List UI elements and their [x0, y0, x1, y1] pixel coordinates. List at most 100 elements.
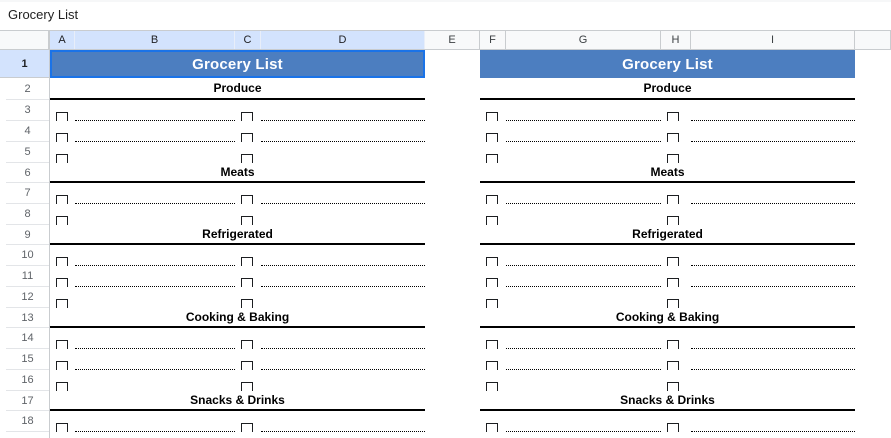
- checkbox[interactable]: [241, 257, 253, 266]
- row-header-18[interactable]: 18: [6, 411, 49, 432]
- row-header-6[interactable]: 6: [6, 163, 49, 183]
- column-header-blank[interactable]: [855, 31, 891, 49]
- row-header-2[interactable]: 2: [6, 78, 49, 100]
- section-header-produce[interactable]: Produce: [50, 78, 425, 100]
- column-header-F[interactable]: F: [480, 31, 506, 49]
- item-cell[interactable]: [506, 245, 661, 266]
- row-header-3[interactable]: 3: [6, 100, 49, 121]
- checkbox[interactable]: [667, 133, 679, 142]
- checkbox[interactable]: [486, 133, 498, 142]
- item-cell[interactable]: [75, 142, 235, 163]
- checkbox[interactable]: [486, 195, 498, 204]
- checkbox[interactable]: [667, 216, 679, 225]
- checkbox[interactable]: [667, 195, 679, 204]
- item-cell[interactable]: [506, 100, 661, 121]
- row-header-7[interactable]: 7: [6, 183, 49, 204]
- item-cell[interactable]: [75, 266, 235, 287]
- item-cell[interactable]: [691, 204, 855, 225]
- item-cell[interactable]: [261, 183, 425, 204]
- item-cell[interactable]: [506, 328, 661, 349]
- section-header-cooking-baking[interactable]: Cooking & Baking: [480, 308, 855, 328]
- checkbox[interactable]: [486, 340, 498, 349]
- select-all-corner[interactable]: [0, 31, 50, 49]
- item-cell[interactable]: [506, 204, 661, 225]
- checkbox[interactable]: [241, 195, 253, 204]
- item-cell[interactable]: [506, 183, 661, 204]
- checkbox[interactable]: [667, 278, 679, 287]
- item-cell[interactable]: [691, 245, 855, 266]
- checkbox[interactable]: [486, 216, 498, 225]
- checkbox[interactable]: [56, 112, 68, 121]
- row-header-9[interactable]: 9: [6, 225, 49, 245]
- item-cell[interactable]: [506, 121, 661, 142]
- item-cell[interactable]: [75, 287, 235, 308]
- section-header-meats[interactable]: Meats: [480, 163, 855, 183]
- column-header-B[interactable]: B: [75, 31, 235, 49]
- row-header-11[interactable]: 11: [6, 266, 49, 287]
- checkbox[interactable]: [667, 382, 679, 391]
- item-cell[interactable]: [691, 411, 855, 432]
- item-cell[interactable]: [261, 370, 425, 391]
- checkbox[interactable]: [667, 154, 679, 163]
- checkbox[interactable]: [486, 299, 498, 308]
- item-cell[interactable]: [691, 370, 855, 391]
- checkbox[interactable]: [56, 154, 68, 163]
- checkbox[interactable]: [56, 278, 68, 287]
- row-header-15[interactable]: 15: [6, 349, 49, 370]
- section-header-snacks-drinks[interactable]: Snacks & Drinks: [50, 391, 425, 411]
- checkbox[interactable]: [241, 154, 253, 163]
- item-cell[interactable]: [506, 411, 661, 432]
- checkbox[interactable]: [667, 361, 679, 370]
- item-cell[interactable]: [261, 142, 425, 163]
- item-cell[interactable]: [261, 100, 425, 121]
- checkbox[interactable]: [486, 112, 498, 121]
- item-cell[interactable]: [75, 183, 235, 204]
- column-header-C[interactable]: C: [235, 31, 261, 49]
- item-cell[interactable]: [506, 266, 661, 287]
- checkbox[interactable]: [241, 382, 253, 391]
- checkbox[interactable]: [486, 382, 498, 391]
- checkbox[interactable]: [667, 340, 679, 349]
- item-cell[interactable]: [691, 349, 855, 370]
- item-cell[interactable]: [75, 370, 235, 391]
- checkbox[interactable]: [486, 257, 498, 266]
- checkbox[interactable]: [667, 299, 679, 308]
- list-title-cell[interactable]: Grocery List: [50, 50, 425, 78]
- item-cell[interactable]: [261, 328, 425, 349]
- item-cell[interactable]: [75, 349, 235, 370]
- section-header-refrigerated[interactable]: Refrigerated: [480, 225, 855, 245]
- item-cell[interactable]: [691, 100, 855, 121]
- row-header-1[interactable]: 1: [0, 50, 49, 78]
- checkbox[interactable]: [486, 278, 498, 287]
- row-header-13[interactable]: 13: [6, 308, 49, 328]
- row-header-10[interactable]: 10: [6, 245, 49, 266]
- checkbox[interactable]: [486, 423, 498, 432]
- item-cell[interactable]: [691, 287, 855, 308]
- column-header-G[interactable]: G: [506, 31, 661, 49]
- item-cell[interactable]: [691, 328, 855, 349]
- column-header-A[interactable]: A: [50, 31, 75, 49]
- item-cell[interactable]: [75, 121, 235, 142]
- checkbox[interactable]: [56, 257, 68, 266]
- checkbox[interactable]: [56, 340, 68, 349]
- item-cell[interactable]: [691, 142, 855, 163]
- checkbox[interactable]: [241, 361, 253, 370]
- row-header-12[interactable]: 12: [6, 287, 49, 308]
- list-title-cell[interactable]: Grocery List: [480, 50, 855, 78]
- section-header-refrigerated[interactable]: Refrigerated: [50, 225, 425, 245]
- checkbox[interactable]: [486, 361, 498, 370]
- row-header-8[interactable]: 8: [6, 204, 49, 225]
- item-cell[interactable]: [261, 121, 425, 142]
- column-header-H[interactable]: H: [661, 31, 691, 49]
- checkbox[interactable]: [241, 340, 253, 349]
- item-cell[interactable]: [75, 204, 235, 225]
- row-header-5[interactable]: 5: [6, 142, 49, 163]
- item-cell[interactable]: [261, 266, 425, 287]
- section-header-produce[interactable]: Produce: [480, 78, 855, 100]
- checkbox[interactable]: [56, 423, 68, 432]
- checkbox[interactable]: [241, 423, 253, 432]
- section-header-meats[interactable]: Meats: [50, 163, 425, 183]
- checkbox[interactable]: [667, 112, 679, 121]
- checkbox[interactable]: [56, 361, 68, 370]
- item-cell[interactable]: [691, 183, 855, 204]
